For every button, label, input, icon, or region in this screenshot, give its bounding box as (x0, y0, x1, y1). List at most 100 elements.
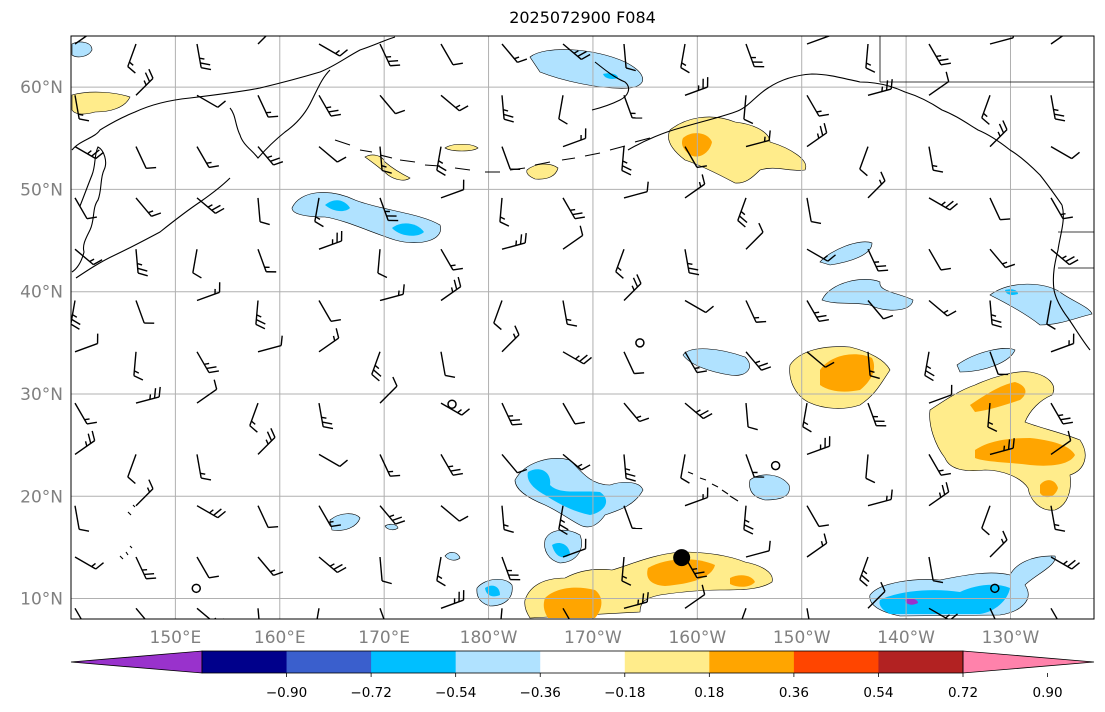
colorbar-tick-label: −0.54 (435, 685, 476, 701)
wind-barb (135, 146, 157, 170)
wind-barb (928, 146, 944, 173)
anomaly-positive-core (820, 354, 875, 392)
anomaly-positive-area (364, 154, 411, 181)
wind-barb (680, 454, 690, 484)
wind-barb (135, 386, 161, 404)
latitude-tick-label: 40°N (20, 283, 63, 303)
wind-barb (196, 379, 218, 404)
wind-barb (255, 300, 266, 330)
anomaly-negative-area (682, 348, 750, 376)
longitude-tick-label: 150°W (773, 628, 831, 648)
coastline-hawaii (687, 471, 739, 502)
wind-barb (501, 146, 521, 170)
wind-barb (684, 299, 714, 314)
coastline-islands-west (119, 504, 136, 560)
wind-barb-layer (71, 36, 1080, 619)
wind-barb (135, 197, 162, 217)
wind-barb (989, 300, 1002, 328)
colorbar-tick-label: −0.90 (266, 685, 307, 701)
wind-barb (928, 482, 950, 507)
wind-barb (318, 43, 348, 57)
wind-barb (928, 197, 958, 211)
wind-barb (379, 197, 399, 222)
wind-barb (440, 505, 469, 522)
colorbar-tick-label: −0.36 (520, 685, 561, 701)
longitude-tick-labels: 150°E 160°E 170°E 180°W 170°W 160°W 150°W 140°W… (150, 628, 1040, 648)
wind-barb (928, 248, 951, 271)
wind-barb (440, 94, 469, 112)
open-circle-marker (635, 338, 645, 348)
wind-barb (806, 608, 810, 619)
wind-barb (74, 333, 99, 353)
wind-barb (196, 556, 219, 579)
map-frame (70, 35, 1095, 620)
anomaly-positive-core (730, 575, 755, 587)
longitude-tick-label: 160°W (668, 628, 726, 648)
wind-barb (196, 43, 212, 71)
wind-barb (806, 300, 829, 322)
longitude-tick-label: 130°W (982, 628, 1040, 648)
anomaly-negative-area (956, 348, 1016, 373)
wind-barb (71, 300, 81, 330)
wind-barb (493, 300, 503, 331)
wind-barb (127, 454, 137, 485)
wind-barb (135, 479, 154, 507)
wind-barb (859, 146, 869, 177)
wind-barb (379, 43, 401, 67)
colorbar-tick-label: −0.18 (604, 685, 645, 701)
wind-barb (135, 300, 155, 324)
wind-barb (680, 43, 690, 74)
anomaly-negative-core (905, 598, 918, 605)
wind-barb (379, 146, 392, 174)
wind-barb (1050, 197, 1073, 220)
wind-barb (499, 197, 510, 227)
colorbar-segment (202, 651, 288, 673)
wind-barb (928, 556, 944, 584)
wind-barb (257, 95, 279, 118)
wind-barb (989, 351, 1009, 376)
wind-barb (802, 402, 812, 433)
coastline-kurils (75, 177, 231, 279)
wind-barb (924, 351, 935, 382)
wind-barb (743, 505, 754, 535)
wind-barb (867, 248, 889, 272)
wind-barb (501, 43, 528, 64)
colorbar-outline (201, 650, 964, 674)
wind-barb (377, 249, 388, 279)
coastline-alaska (627, 73, 1063, 206)
wind-barb (501, 232, 527, 250)
wind-barb (1050, 556, 1080, 570)
wind-barb (440, 351, 456, 378)
wind-barb (500, 608, 503, 619)
wind-barb (806, 505, 829, 528)
wind-barb (989, 120, 1008, 148)
colorbar-segment (709, 651, 795, 673)
wind-barb (318, 300, 341, 322)
wind-barb (615, 248, 625, 279)
wind-barb (989, 197, 1011, 221)
wind-barb (623, 454, 636, 482)
latitude-tick-label: 50°N (20, 180, 63, 200)
colorbar-tick-label: 0.72 (948, 685, 978, 701)
wind-barb (745, 43, 765, 68)
filled-circle-marker (673, 549, 691, 567)
colorbar-segment (371, 651, 457, 673)
wind-barb (867, 79, 893, 96)
anomaly-negative-area (819, 241, 873, 266)
colorbar-segment (793, 651, 879, 673)
wind-barb (74, 145, 104, 160)
latitude-tick-label: 20°N (20, 487, 63, 507)
wind-barb (867, 300, 894, 320)
wind-barb (684, 487, 709, 507)
anomaly-negative-area (444, 552, 461, 561)
wind-barb (127, 43, 137, 74)
wind-barb (562, 300, 578, 327)
colorbar-tick-label: 0.54 (863, 685, 893, 701)
wind-barb (745, 403, 758, 431)
wind-barb (989, 248, 1016, 269)
coastline-layer (71, 36, 1094, 560)
coastline-asia (71, 36, 396, 151)
wind-barb (684, 146, 707, 169)
wind-barb (135, 556, 157, 580)
wind-barb (501, 325, 520, 353)
